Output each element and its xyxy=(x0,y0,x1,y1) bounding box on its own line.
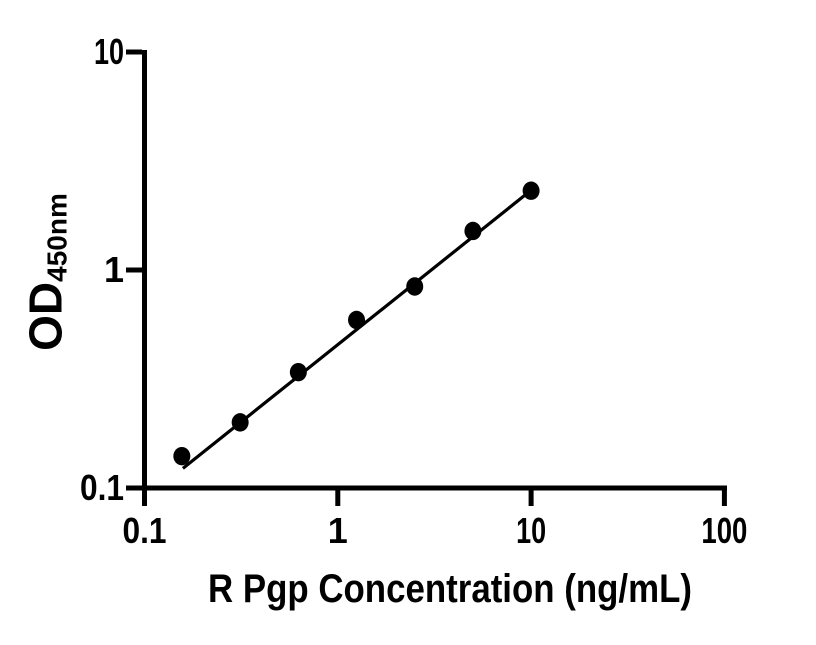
x-tick-label: 10 xyxy=(516,510,546,551)
data-point xyxy=(464,221,482,241)
data-point xyxy=(406,277,424,296)
data-point xyxy=(231,413,249,432)
data-point xyxy=(348,310,366,330)
y-axis-title-text: OD xyxy=(20,282,72,351)
x-tick-label: 100 xyxy=(701,510,747,551)
x-tick-label: 1 xyxy=(328,510,348,551)
y-tick-label: 1 xyxy=(104,249,124,290)
ticks-group xyxy=(126,49,727,506)
data-point xyxy=(289,362,307,382)
y-tick-label: 0.1 xyxy=(80,467,124,508)
tick-labels-group: 0.1 1 10 100 10 1 0.1 xyxy=(80,31,747,551)
y-axis-title-subscript: 450nm xyxy=(42,193,73,282)
x-tick-label: 0.1 xyxy=(123,510,167,551)
y-tick-label: 10 xyxy=(94,31,124,72)
y-axis-title: OD450nm xyxy=(20,193,73,351)
axes-group xyxy=(142,50,727,491)
x-axis-title: R Pgp Concentration (ng/mL) xyxy=(208,567,692,611)
data-points-group xyxy=(173,181,540,466)
data-point xyxy=(173,446,191,466)
data-point xyxy=(522,181,540,200)
